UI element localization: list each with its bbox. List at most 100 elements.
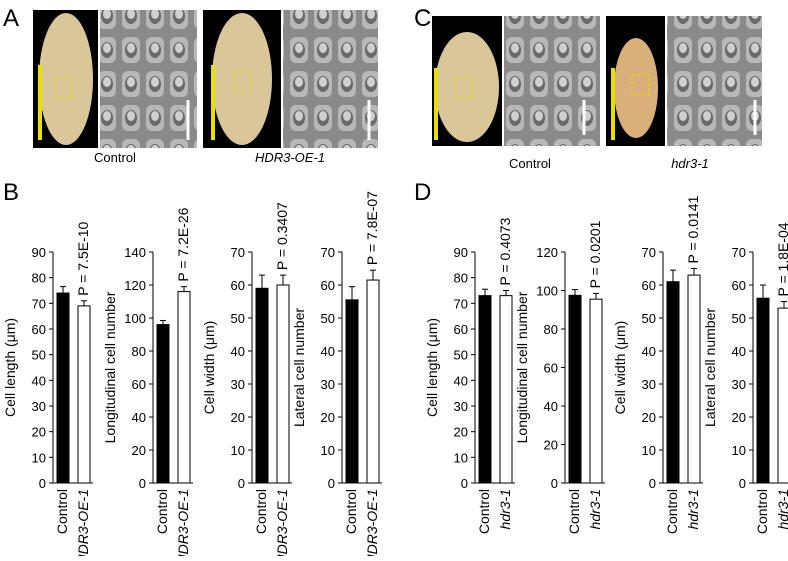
y-tick-label: 40 <box>642 344 656 359</box>
annotation: P = 0.4073 <box>497 217 513 285</box>
y-tick-label: 50 <box>642 311 656 326</box>
y-tick-label: 20 <box>231 410 245 425</box>
y-tick-label: 40 <box>732 344 746 359</box>
y-tick-label: 70 <box>732 245 746 260</box>
y-axis-label: Cell width (μm) <box>612 321 628 415</box>
x-tick-label: HDR3-OE-1 <box>75 489 91 556</box>
annotation: P = 0.0141 <box>685 195 701 263</box>
annotation: P = 7.8E-07 <box>364 191 380 265</box>
y-tick-label: 100 <box>124 311 146 326</box>
y-tick-label: 40 <box>321 344 335 359</box>
y-tick-label: 40 <box>32 373 46 388</box>
x-tick-label: hdr3-1 <box>497 489 513 529</box>
y-axis-label: Longitudinal cell number <box>514 291 530 443</box>
y-tick-label: 140 <box>124 245 146 260</box>
bar <box>366 279 380 484</box>
x-tick-label: hdr3-1 <box>775 489 788 529</box>
y-tick-label: 30 <box>642 377 656 392</box>
y-tick-label: 100 <box>536 284 558 299</box>
y-tick-label: 0 <box>551 476 558 491</box>
panel-letter: D <box>414 179 431 206</box>
y-axis-label: Longitudinal cell number <box>102 291 118 443</box>
x-tick-label: HDR3-OE-1 <box>175 489 191 556</box>
y-tick-label: 10 <box>32 450 46 465</box>
bar <box>276 284 290 484</box>
bar <box>777 307 788 484</box>
y-tick-label: 30 <box>321 377 335 392</box>
y-tick-label: 0 <box>139 476 146 491</box>
y-tick-label: 90 <box>32 245 46 260</box>
y-tick-label: 60 <box>454 322 468 337</box>
bar <box>499 295 513 484</box>
y-tick-label: 0 <box>649 476 656 491</box>
x-tick-label: Control <box>476 489 492 534</box>
caption: HDR3-OE-1 <box>255 150 325 165</box>
annotation: P = 7.2E-26 <box>175 207 191 281</box>
y-tick-label: 50 <box>454 348 468 363</box>
y-tick-label: 60 <box>732 278 746 293</box>
bar <box>666 281 680 484</box>
images <box>33 10 762 148</box>
bar <box>156 324 170 484</box>
y-tick-label: 80 <box>32 271 46 286</box>
caption: hdr3-1 <box>671 156 709 171</box>
y-tick-label: 0 <box>39 476 46 491</box>
y-tick-label: 70 <box>231 245 245 260</box>
y-tick-label: 80 <box>544 322 558 337</box>
bar <box>589 298 603 484</box>
y-tick-label: 90 <box>454 245 468 260</box>
y-tick-label: 60 <box>642 278 656 293</box>
panel-letter: A <box>3 5 19 32</box>
bar <box>177 291 191 484</box>
y-tick-label: 20 <box>132 443 146 458</box>
caption: Control <box>94 150 136 165</box>
y-tick-label: 0 <box>328 476 335 491</box>
y-tick-label: 120 <box>124 278 146 293</box>
y-tick-label: 50 <box>32 348 46 363</box>
bar <box>77 305 91 484</box>
bar <box>255 287 269 484</box>
x-tick-label: hdr3-1 <box>685 489 701 529</box>
y-tick-label: 10 <box>321 443 335 458</box>
x-tick-label: Control <box>343 489 359 534</box>
x-tick-label: Control <box>154 489 170 534</box>
y-tick-label: 0 <box>461 476 468 491</box>
y-tick-label: 60 <box>544 361 558 376</box>
y-tick-label: 70 <box>642 245 656 260</box>
bar <box>56 292 70 484</box>
y-tick-label: 50 <box>321 311 335 326</box>
y-tick-label: 10 <box>231 443 245 458</box>
y-tick-label: 30 <box>454 399 468 414</box>
panel-letter: B <box>3 179 19 206</box>
y-tick-label: 80 <box>454 271 468 286</box>
y-tick-label: 0 <box>238 476 245 491</box>
x-tick-label: Control <box>54 489 70 534</box>
y-tick-label: 20 <box>321 410 335 425</box>
bar <box>687 274 701 484</box>
y-tick-label: 30 <box>732 377 746 392</box>
y-tick-label: 40 <box>231 344 245 359</box>
x-tick-label: Control <box>754 489 770 534</box>
bar <box>568 294 582 484</box>
y-axis-label: Cell length (μm) <box>424 318 440 417</box>
y-tick-label: 70 <box>32 296 46 311</box>
y-axis-label: Cell length (μm) <box>2 318 18 417</box>
y-tick-label: 20 <box>642 410 656 425</box>
y-tick-label: 30 <box>32 399 46 414</box>
annotation: P = 0.0201 <box>587 220 603 288</box>
x-tick-label: Control <box>664 489 680 534</box>
x-tick-label: Control <box>566 489 582 534</box>
y-tick-label: 120 <box>536 245 558 260</box>
y-tick-label: 60 <box>132 377 146 392</box>
x-tick-label: Control <box>253 489 269 534</box>
y-tick-label: 50 <box>732 311 746 326</box>
y-tick-label: 20 <box>732 410 746 425</box>
y-tick-label: 70 <box>454 296 468 311</box>
y-tick-label: 20 <box>32 425 46 440</box>
x-tick-label: HDR3-OE-1 <box>274 489 290 556</box>
y-tick-label: 30 <box>231 377 245 392</box>
y-axis-label: Lateral cell number <box>702 308 718 427</box>
y-tick-label: 50 <box>231 311 245 326</box>
y-tick-label: 80 <box>132 344 146 359</box>
